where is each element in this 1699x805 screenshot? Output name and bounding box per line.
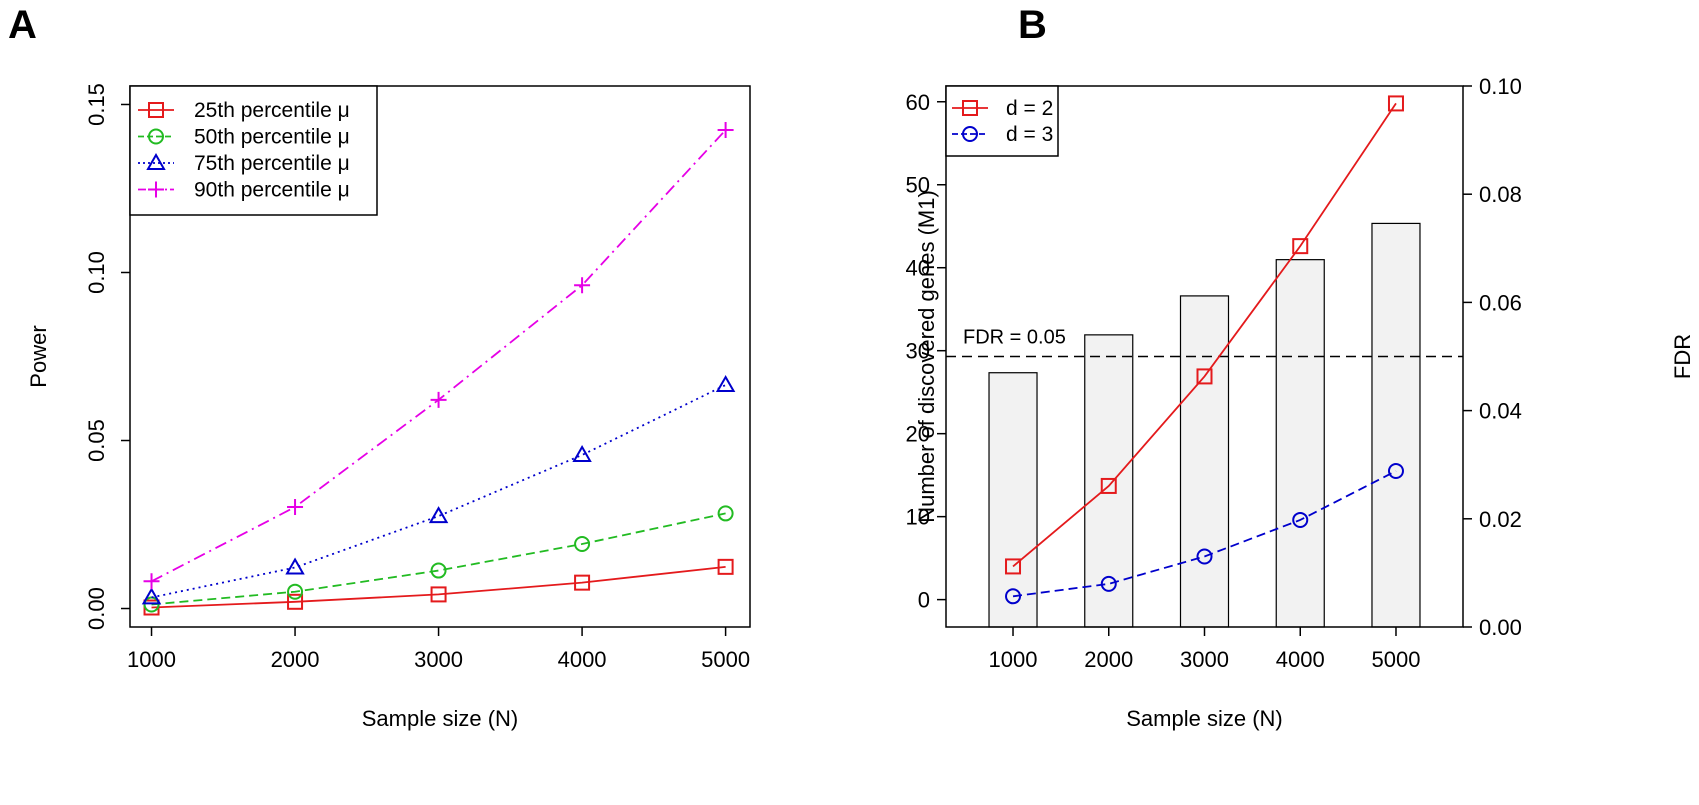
- y-tick-label-b: 10: [906, 505, 930, 530]
- data-point-b: [1387, 463, 1404, 480]
- panel-b-label: B: [1018, 3, 1047, 47]
- legend-marker-a: [148, 128, 164, 145]
- y-tick-label-a: 0.15: [84, 83, 109, 126]
- data-point-a: [285, 557, 305, 575]
- y2-tick-label-b: 0.08: [1479, 182, 1522, 207]
- data-point-b: [1100, 477, 1117, 494]
- y-axis-label-b: Number of discovered genes (M1): [914, 190, 939, 523]
- fdr-bar: [1275, 259, 1325, 628]
- data-point-a: [287, 593, 304, 610]
- data-point-a: [430, 586, 447, 603]
- data-point-a: [143, 573, 160, 590]
- data-point-b: [1292, 238, 1309, 255]
- x-tick-label-b: 5000: [1372, 647, 1421, 672]
- panel-a: 1000 2000 3000 4000 5000 0.00 0.05 0.10 0.15 Samp…: [26, 83, 751, 731]
- x-tick-label-b: 4000: [1276, 647, 1325, 672]
- legend-marker-a: [148, 102, 164, 118]
- x-tick-label-b: 2000: [1084, 647, 1133, 672]
- data-point-b: [1196, 368, 1213, 385]
- data-point-a: [717, 122, 734, 139]
- fdr-reference-label: FDR = 0.05: [963, 327, 1066, 349]
- legend-label-a: 50th percentile μ: [194, 126, 350, 149]
- x-tick-label-b: 3000: [1180, 647, 1229, 672]
- y-tick-label-b: 0: [918, 588, 930, 613]
- data-point-a: [428, 506, 449, 524]
- y-tick-label-a: 0.00: [84, 587, 109, 630]
- series-line-a: [151, 512, 726, 606]
- y2-tick-label-b: 0.02: [1479, 507, 1522, 532]
- data-point-a: [430, 562, 447, 579]
- data-point-b: [1100, 575, 1117, 592]
- data-point-a: [574, 574, 591, 591]
- y2-axis-label-b: FDR: [1670, 334, 1695, 379]
- x-tick-label-a: 2000: [271, 647, 320, 672]
- data-point-a: [430, 391, 447, 408]
- legend-label-a: 75th percentile μ: [194, 152, 350, 175]
- data-point-b: [1387, 95, 1404, 112]
- x-axis-label-a: Sample size (N): [362, 706, 518, 731]
- y2-tick-label-b: 0.00: [1479, 615, 1522, 640]
- legend-marker-b: [962, 126, 978, 142]
- y-axis-label-a: Power: [26, 325, 51, 387]
- data-point-a: [574, 536, 591, 553]
- y2-tick-label-b: 0.10: [1479, 74, 1522, 99]
- data-point-a: [287, 499, 304, 516]
- data-point-a: [141, 587, 162, 605]
- y2-tick-label-b: 0.06: [1479, 290, 1522, 315]
- legend-marker-a: [148, 181, 164, 198]
- series-line-a: [151, 565, 726, 609]
- y-tick-label-b: 20: [906, 422, 930, 447]
- x-tick-label-b: 1000: [989, 647, 1038, 672]
- y-tick-label-b: 50: [906, 173, 930, 198]
- series-line-a: [151, 384, 726, 599]
- data-point-a: [717, 505, 734, 522]
- y2-tick-label-b: 0.04: [1479, 399, 1522, 424]
- legend-label-b: d = 2: [1006, 97, 1053, 120]
- legend-label-a: 25th percentile μ: [194, 99, 350, 122]
- data-point-a: [574, 277, 591, 294]
- data-point-b: [1196, 548, 1213, 565]
- fdr-bar: [1371, 222, 1421, 628]
- data-point-a: [572, 444, 592, 462]
- legend-marker-a: [146, 152, 166, 170]
- fdr-bar: [1084, 334, 1134, 628]
- fdr-bar: [988, 372, 1038, 628]
- legend-box-b: [945, 85, 1059, 157]
- data-point-a: [715, 375, 736, 393]
- series-line-b: [1012, 102, 1397, 568]
- legend-label-a: 90th percentile μ: [194, 179, 350, 202]
- x-tick-label-a: 4000: [558, 647, 607, 672]
- data-point-a: [717, 558, 734, 575]
- x-tick-label-a: 5000: [701, 647, 750, 672]
- panel-b: FDR = 0.05 1000 2000 3000 4000 5000 0 10 20 30 40 5…: [906, 74, 1695, 731]
- y-tick-label-a: 0.05: [84, 419, 109, 462]
- legend-marker-b: [962, 100, 978, 116]
- y-tick-label-b: 60: [906, 90, 930, 115]
- x-tick-label-a: 3000: [414, 647, 463, 672]
- legend-label-b: d = 3: [1006, 123, 1053, 146]
- legend-box-a: [129, 85, 378, 216]
- y-tick-label-a: 0.10: [84, 251, 109, 294]
- data-point-a: [143, 596, 160, 613]
- plot-frame-a: [129, 85, 751, 628]
- data-point-b: [1005, 558, 1022, 575]
- x-axis-label-b: Sample size (N): [1126, 706, 1282, 731]
- y-tick-label-b: 30: [906, 339, 930, 364]
- x-tick-label-a: 1000: [127, 647, 176, 672]
- data-point-b: [1005, 588, 1022, 605]
- data-point-a: [287, 583, 304, 600]
- series-line-b: [1012, 470, 1397, 598]
- fdr-bar: [1179, 295, 1230, 628]
- data-point-b: [1292, 511, 1309, 528]
- y-tick-label-b: 40: [906, 256, 930, 281]
- panel-a-label: A: [8, 3, 37, 47]
